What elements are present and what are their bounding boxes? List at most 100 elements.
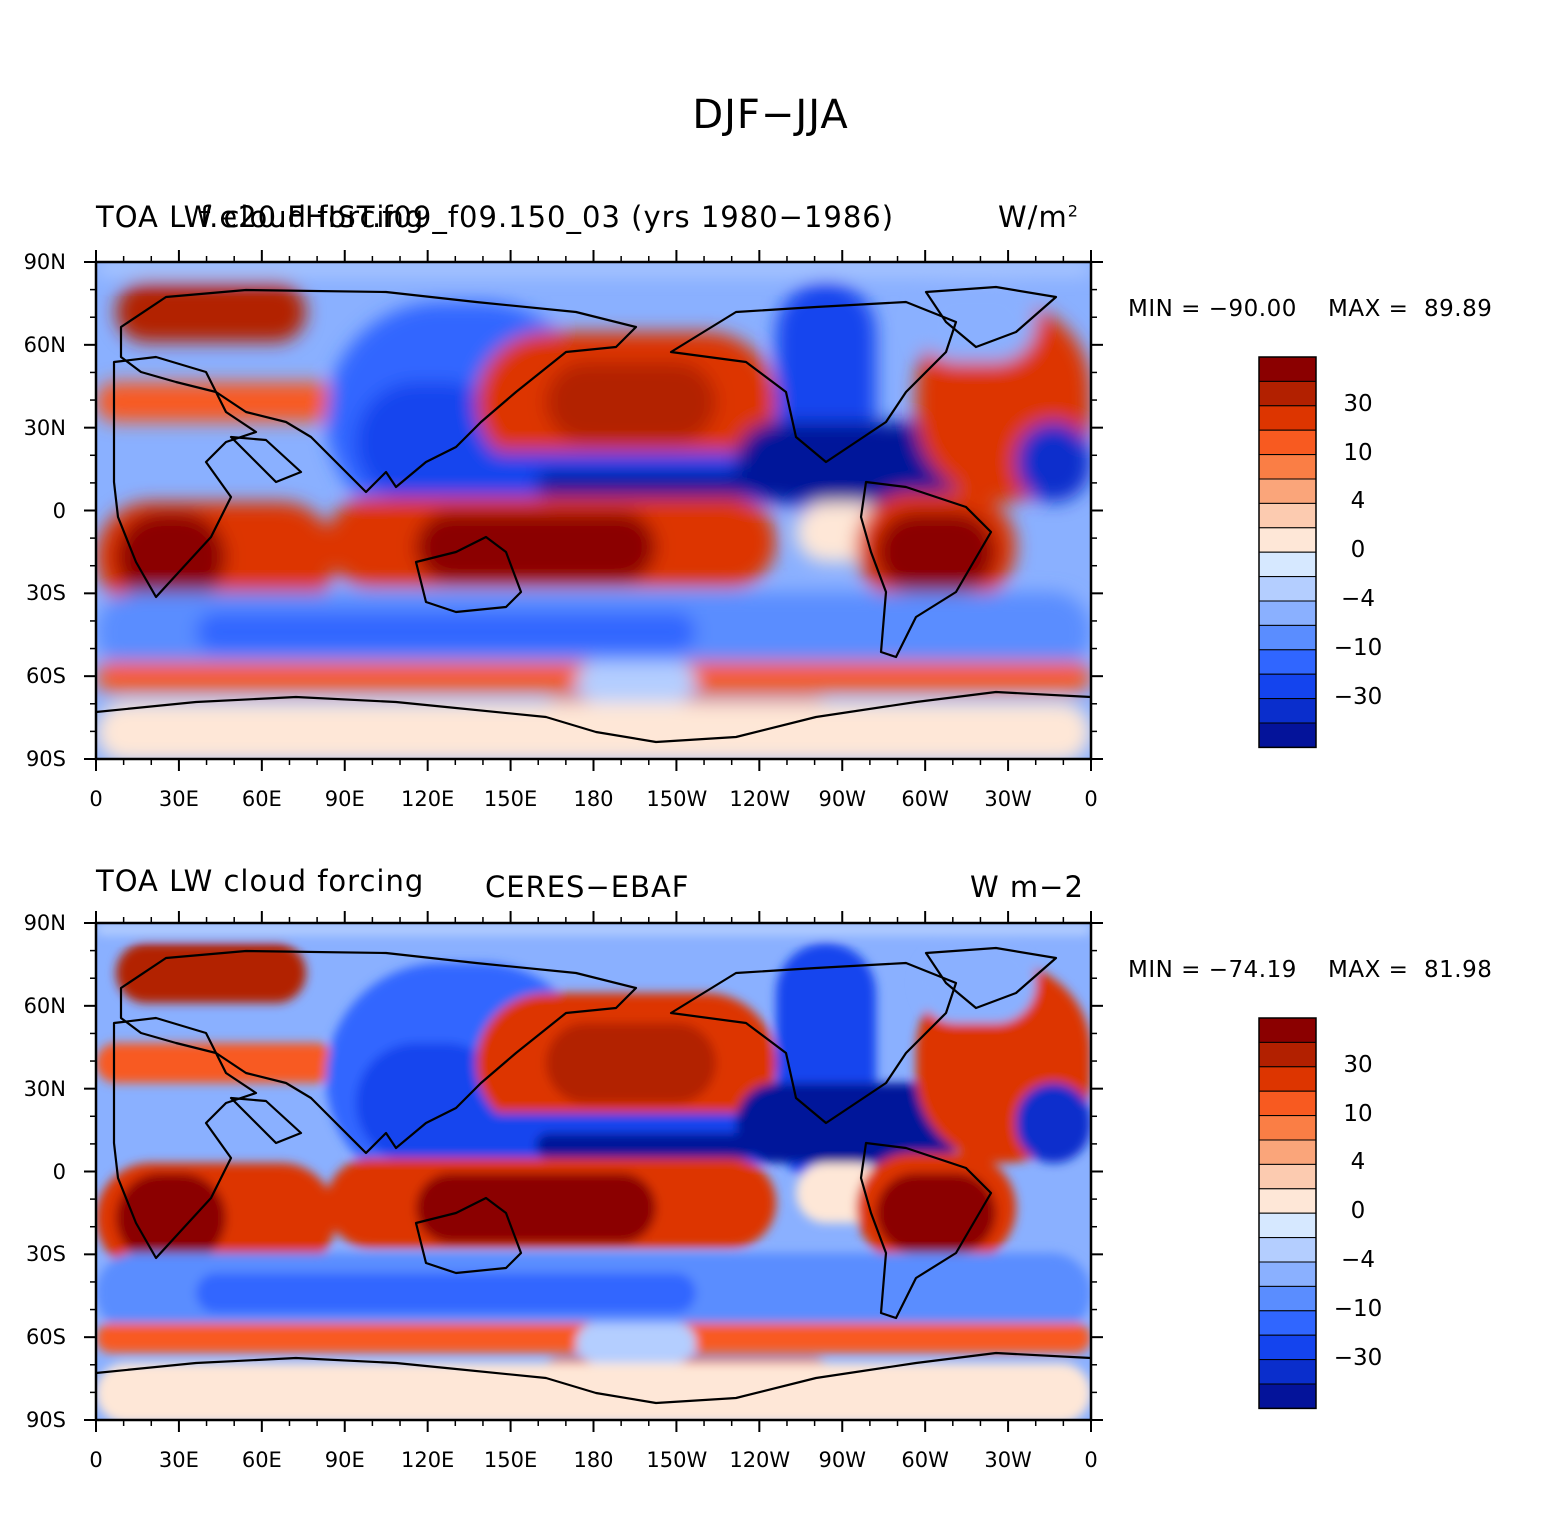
lon-tick-label: 0 [89, 1448, 103, 1472]
colorbar-label: −30 [1333, 1344, 1383, 1371]
panel2-left-label: TOA LW cloud forcing [96, 864, 425, 898]
anomaly-patch [736, 422, 966, 502]
colorbar-cell [1258, 1041, 1317, 1068]
lon-tick-label: 120E [400, 787, 455, 811]
coastline [924, 285, 1058, 349]
lat-tick-label: 90N [23, 250, 66, 274]
lon-tick-label: 30W [984, 1448, 1032, 1472]
coastline [119, 288, 638, 494]
anomaly-patch [546, 1023, 716, 1103]
lat-tick-label: 90N [23, 911, 66, 935]
colorbar-cell [1258, 1310, 1317, 1336]
colorbar-label: 4 [1350, 1149, 1366, 1176]
anomaly-patch [196, 1273, 696, 1313]
colorbar-cell [1258, 600, 1317, 626]
lon-tick-label: 90E [324, 1448, 365, 1472]
lat-tick-label: 90S [25, 1408, 66, 1432]
lat-tick-label: 0 [52, 498, 66, 523]
lon-tick-label: 120W [729, 1448, 791, 1472]
anomaly-patch [736, 1083, 966, 1163]
panel1-map [84, 250, 1103, 771]
coastline [859, 1141, 993, 1320]
coastlines [96, 946, 1091, 1405]
anomaly-patch [546, 362, 716, 442]
colorbar-cell [1258, 1334, 1317, 1361]
coastline [96, 1351, 1091, 1405]
colorbar-label: 10 [1343, 1100, 1373, 1127]
lon-tick-label: 60W [901, 787, 949, 811]
coastline [669, 300, 958, 464]
lat-tick-label: 60S [25, 664, 66, 689]
lon-tick-label: 0 [1084, 1448, 1098, 1472]
map-field [96, 923, 1091, 1420]
lat-tick-label: 30N [23, 415, 66, 440]
colorbar-label: 30 [1343, 390, 1373, 417]
colorbar-cell [1258, 1237, 1317, 1263]
anomaly-patch [576, 662, 696, 702]
coastline [414, 1196, 523, 1275]
lon-tick-label: 180 [573, 1448, 614, 1472]
colorbar-cell [1258, 1212, 1317, 1239]
coastline [859, 480, 993, 659]
colorbar-label: −10 [1333, 1295, 1383, 1322]
colorbar-cell [1258, 1163, 1317, 1190]
colorbar-cell [1258, 673, 1317, 700]
anomaly-patch [116, 943, 306, 1003]
colorbar-frame [1258, 356, 1317, 749]
coastline [229, 1096, 303, 1145]
coastline [414, 535, 523, 614]
colorbar-cell [1258, 478, 1317, 504]
colorbar-cell [1258, 502, 1317, 529]
lon-tick-label: 30W [984, 787, 1032, 811]
panel2-right-label: W m−2 [970, 870, 1084, 904]
coastline [229, 435, 303, 484]
coastline [924, 946, 1058, 1010]
map-field [96, 262, 1091, 759]
colorbar-cell [1258, 649, 1317, 675]
lat-tick-label: 0 [52, 1159, 66, 1184]
lon-tick-label: 60W [901, 1448, 949, 1472]
colorbar-cell [1258, 429, 1317, 456]
colorbar-cell [1258, 454, 1317, 480]
anomaly-patch [1016, 422, 1091, 502]
panel1-right-label: W/m2 [998, 200, 1079, 234]
lon-tick-label: 0 [89, 787, 103, 811]
panel1-min-text: MIN = −90.00 [1128, 296, 1297, 322]
lon-tick-label: 30E [158, 787, 199, 811]
colorbar-cell [1258, 1139, 1317, 1165]
colorbar-label: 4 [1350, 488, 1366, 515]
coastlines [96, 285, 1091, 744]
anomaly-patch [116, 282, 306, 342]
anomaly-patch [96, 262, 1091, 274]
lat-tick-label: 60N [23, 993, 66, 1018]
lon-tick-label: 150E [483, 1448, 538, 1472]
lat-tick-label: 60N [23, 332, 66, 357]
panel2-center-label: CERES−EBAF [485, 870, 690, 904]
anomaly-patch [536, 472, 756, 497]
anomaly-patch [536, 1133, 756, 1158]
lon-tick-label: 90W [818, 1448, 867, 1472]
colorbar-cell [1258, 1090, 1317, 1117]
lon-tick-label: 120E [400, 1448, 455, 1472]
lat-tick-label: 30S [25, 1242, 66, 1267]
lon-tick-label: 90E [324, 787, 365, 811]
lat-tick-label: 60S [25, 1325, 66, 1350]
anomaly-patch [416, 1173, 656, 1243]
lon-tick-label: 30E [158, 1448, 199, 1472]
coastline [669, 961, 958, 1125]
anomaly-patch [416, 512, 656, 582]
colorbar-cell [1258, 1261, 1317, 1287]
panel1-max-text: MAX = 89.89 [1328, 296, 1493, 322]
lon-tick-label: 150E [483, 787, 538, 811]
lon-tick-label: 120W [729, 787, 791, 811]
colorbar-cell [1258, 1115, 1317, 1141]
anomaly-patch [576, 1323, 696, 1363]
anomaly-layer [96, 262, 1091, 759]
coastline [96, 690, 1091, 744]
coastline [112, 1016, 258, 1260]
panel2-map [84, 911, 1103, 1432]
coastline [112, 355, 258, 599]
lon-tick-label: 150W [646, 787, 708, 811]
lon-tick-label: 60E [241, 1448, 282, 1472]
anomaly-patch [196, 612, 696, 652]
